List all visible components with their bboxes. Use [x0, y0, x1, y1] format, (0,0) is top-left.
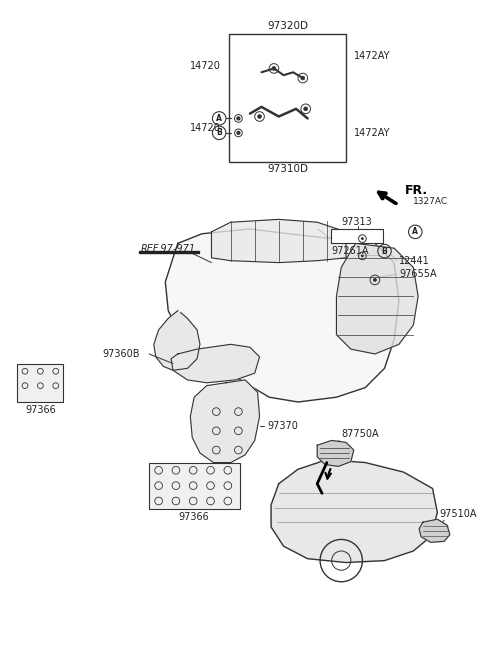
Text: 97211C: 97211C [338, 232, 375, 242]
Polygon shape [154, 310, 200, 370]
Text: FR.: FR. [405, 184, 428, 197]
Text: 87750A: 87750A [341, 429, 379, 439]
Text: 97320D: 97320D [267, 21, 308, 31]
Polygon shape [317, 440, 354, 466]
Text: 1472AY: 1472AY [354, 128, 390, 138]
Text: REF.97-971: REF.97-971 [141, 244, 196, 254]
Circle shape [237, 132, 240, 134]
Circle shape [361, 254, 364, 257]
Text: 97370: 97370 [267, 421, 298, 431]
FancyBboxPatch shape [331, 229, 383, 244]
Text: B: B [216, 128, 222, 138]
Polygon shape [419, 519, 450, 542]
Text: A: A [216, 114, 222, 123]
Text: 97360B: 97360B [102, 349, 139, 359]
Circle shape [373, 278, 377, 282]
Polygon shape [336, 244, 418, 354]
Text: 12441: 12441 [399, 255, 430, 266]
Polygon shape [191, 380, 260, 462]
FancyBboxPatch shape [229, 34, 346, 162]
Text: 1472AY: 1472AY [354, 51, 390, 61]
Circle shape [361, 237, 364, 240]
Text: 14720: 14720 [190, 123, 221, 133]
Text: 97366: 97366 [179, 512, 210, 522]
Text: A: A [412, 227, 418, 236]
Polygon shape [171, 345, 260, 383]
Circle shape [237, 117, 240, 120]
FancyBboxPatch shape [149, 462, 240, 509]
Text: 97366: 97366 [25, 405, 56, 415]
FancyBboxPatch shape [139, 251, 199, 253]
Circle shape [258, 115, 262, 119]
Polygon shape [212, 219, 346, 263]
Polygon shape [271, 460, 437, 563]
Text: 97313: 97313 [341, 217, 372, 227]
Text: 97310D: 97310D [267, 164, 308, 174]
Polygon shape [165, 229, 399, 402]
Text: B: B [382, 246, 387, 255]
Text: 14720: 14720 [190, 60, 221, 71]
Text: 97261A: 97261A [332, 246, 369, 256]
Text: 1327AC: 1327AC [413, 196, 448, 206]
Text: 97510A: 97510A [439, 510, 477, 519]
Circle shape [304, 107, 308, 111]
Circle shape [301, 76, 305, 80]
Text: 97655A: 97655A [399, 269, 436, 279]
Circle shape [272, 67, 276, 70]
FancyBboxPatch shape [17, 364, 63, 402]
